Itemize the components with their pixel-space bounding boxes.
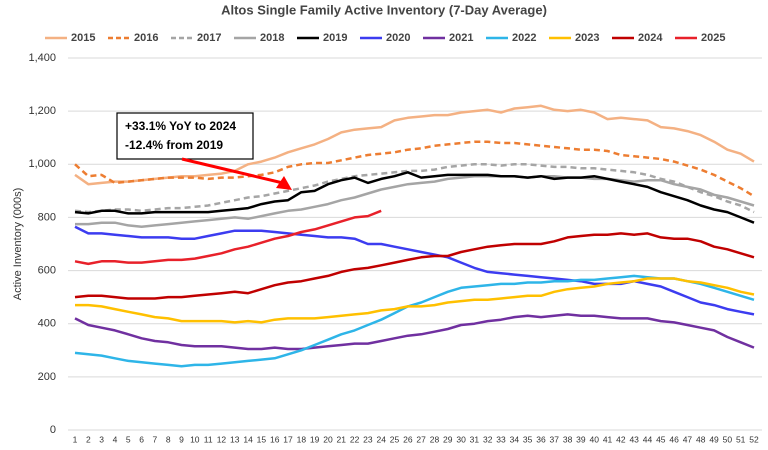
x-tick-label: 15 (257, 434, 267, 444)
x-tick-label: 27 (416, 434, 426, 444)
x-tick-label: 5 (126, 434, 131, 444)
x-tick-label: 40 (590, 434, 600, 444)
x-tick-label: 33 (496, 434, 506, 444)
x-tick-label: 42 (616, 434, 626, 444)
x-tick-label: 17 (283, 434, 293, 444)
series-line (74, 225, 755, 316)
x-tick-label: 52 (749, 434, 759, 444)
x-tick-label: 28 (430, 434, 440, 444)
x-tick-label: 7 (153, 434, 158, 444)
x-tick-label: 8 (166, 434, 171, 444)
x-tick-label: 35 (523, 434, 533, 444)
series-line (74, 232, 755, 300)
series-line (74, 104, 755, 186)
x-tick-label: 49 (709, 434, 719, 444)
x-tick-label: 16 (270, 434, 280, 444)
x-tick-label: 19 (310, 434, 320, 444)
x-tick-label: 29 (443, 434, 453, 444)
y-tick-label: 0 (50, 424, 56, 436)
legend-label: 2015 (71, 32, 95, 44)
x-tick-label: 22 (350, 434, 360, 444)
y-tick-label: 1,400 (28, 52, 56, 64)
x-tick-label: 45 (656, 434, 666, 444)
x-tick-label: 46 (669, 434, 679, 444)
x-tick-label: 43 (629, 434, 639, 444)
x-tick-label: 4 (113, 434, 118, 444)
x-tick-label: 2 (86, 434, 91, 444)
annotation: +33.1% YoY to 2024 -12.4% from 2019 (116, 112, 292, 190)
x-tick-label: 23 (363, 434, 373, 444)
x-tick-label: 37 (550, 434, 560, 444)
x-tick-label: 31 (470, 434, 480, 444)
x-tick-label: 18 (297, 434, 307, 444)
y-tick-label: 200 (38, 371, 56, 383)
annotation-text: -12.4% from 2019 (125, 138, 223, 152)
x-tick-label: 39 (576, 434, 586, 444)
x-tick-label: 6 (139, 434, 144, 444)
legend-label: 2023 (575, 32, 599, 44)
series-line (74, 171, 755, 224)
x-tick-label: 38 (563, 434, 573, 444)
annotation-arrow (181, 157, 284, 185)
series-line (74, 209, 382, 266)
y-axis-label: Active Inventory (000s) (12, 188, 24, 301)
y-tick-label: 1,200 (28, 105, 56, 117)
x-tick-label: 20 (323, 434, 333, 444)
x-tick-label: 34 (510, 434, 520, 444)
legend: 2015 2016 2017 2018 2019 2020 2021 2022 2023 2024… (45, 32, 725, 44)
series-line (75, 277, 755, 324)
legend-label: 2019 (323, 32, 347, 44)
x-tick-label: 9 (179, 434, 184, 444)
lines (74, 104, 755, 368)
series-line (75, 174, 755, 228)
series-line (74, 140, 755, 198)
x-tick-label: 25 (390, 434, 400, 444)
legend-label: 2022 (512, 32, 536, 44)
x-tick-label: 32 (483, 434, 493, 444)
y-tick-label: 800 (38, 211, 56, 223)
legend-label: 2018 (260, 32, 284, 44)
y-tick-label: 600 (38, 264, 56, 276)
x-tick-label: 11 (204, 434, 213, 444)
legend-label: 2021 (449, 32, 473, 44)
x-tick-label: 30 (456, 434, 466, 444)
x-tick-label: 21 (337, 434, 347, 444)
x-tick-label: 41 (603, 434, 613, 444)
x-tick-label: 47 (683, 434, 693, 444)
x-tick-label: 48 (696, 434, 706, 444)
series-line (74, 313, 755, 351)
y-tick-label: 1,000 (28, 158, 56, 170)
chart-title: Altos Single Family Active Inventory (7-… (221, 2, 547, 17)
x-tick-label: 36 (536, 434, 546, 444)
x-tick-label: 44 (643, 434, 653, 444)
annotation-text: +33.1% YoY to 2024 (125, 119, 236, 133)
legend-label: 2024 (638, 32, 663, 44)
annotation-box (116, 112, 254, 160)
x-tick-label: 1 (73, 434, 78, 444)
x-tick-label: 14 (243, 434, 253, 444)
legend-label: 2020 (386, 32, 410, 44)
x-tick-label: 50 (723, 434, 733, 444)
x-tick-label: 3 (99, 434, 104, 444)
x-tick-label: 24 (376, 434, 386, 444)
x-tick-label: 51 (736, 434, 746, 444)
legend-label: 2025 (701, 32, 725, 44)
y-tick-label: 400 (38, 318, 56, 330)
legend-label: 2016 (134, 32, 158, 44)
series-line (74, 163, 755, 214)
x-tick-label: 13 (230, 434, 240, 444)
legend-label: 2017 (197, 32, 221, 44)
x-tick-label: 26 (403, 434, 413, 444)
annotation-arrowhead (276, 176, 292, 190)
x-tick-label: 10 (190, 434, 200, 444)
series-line (74, 274, 755, 368)
x-tick-label: 12 (217, 434, 227, 444)
